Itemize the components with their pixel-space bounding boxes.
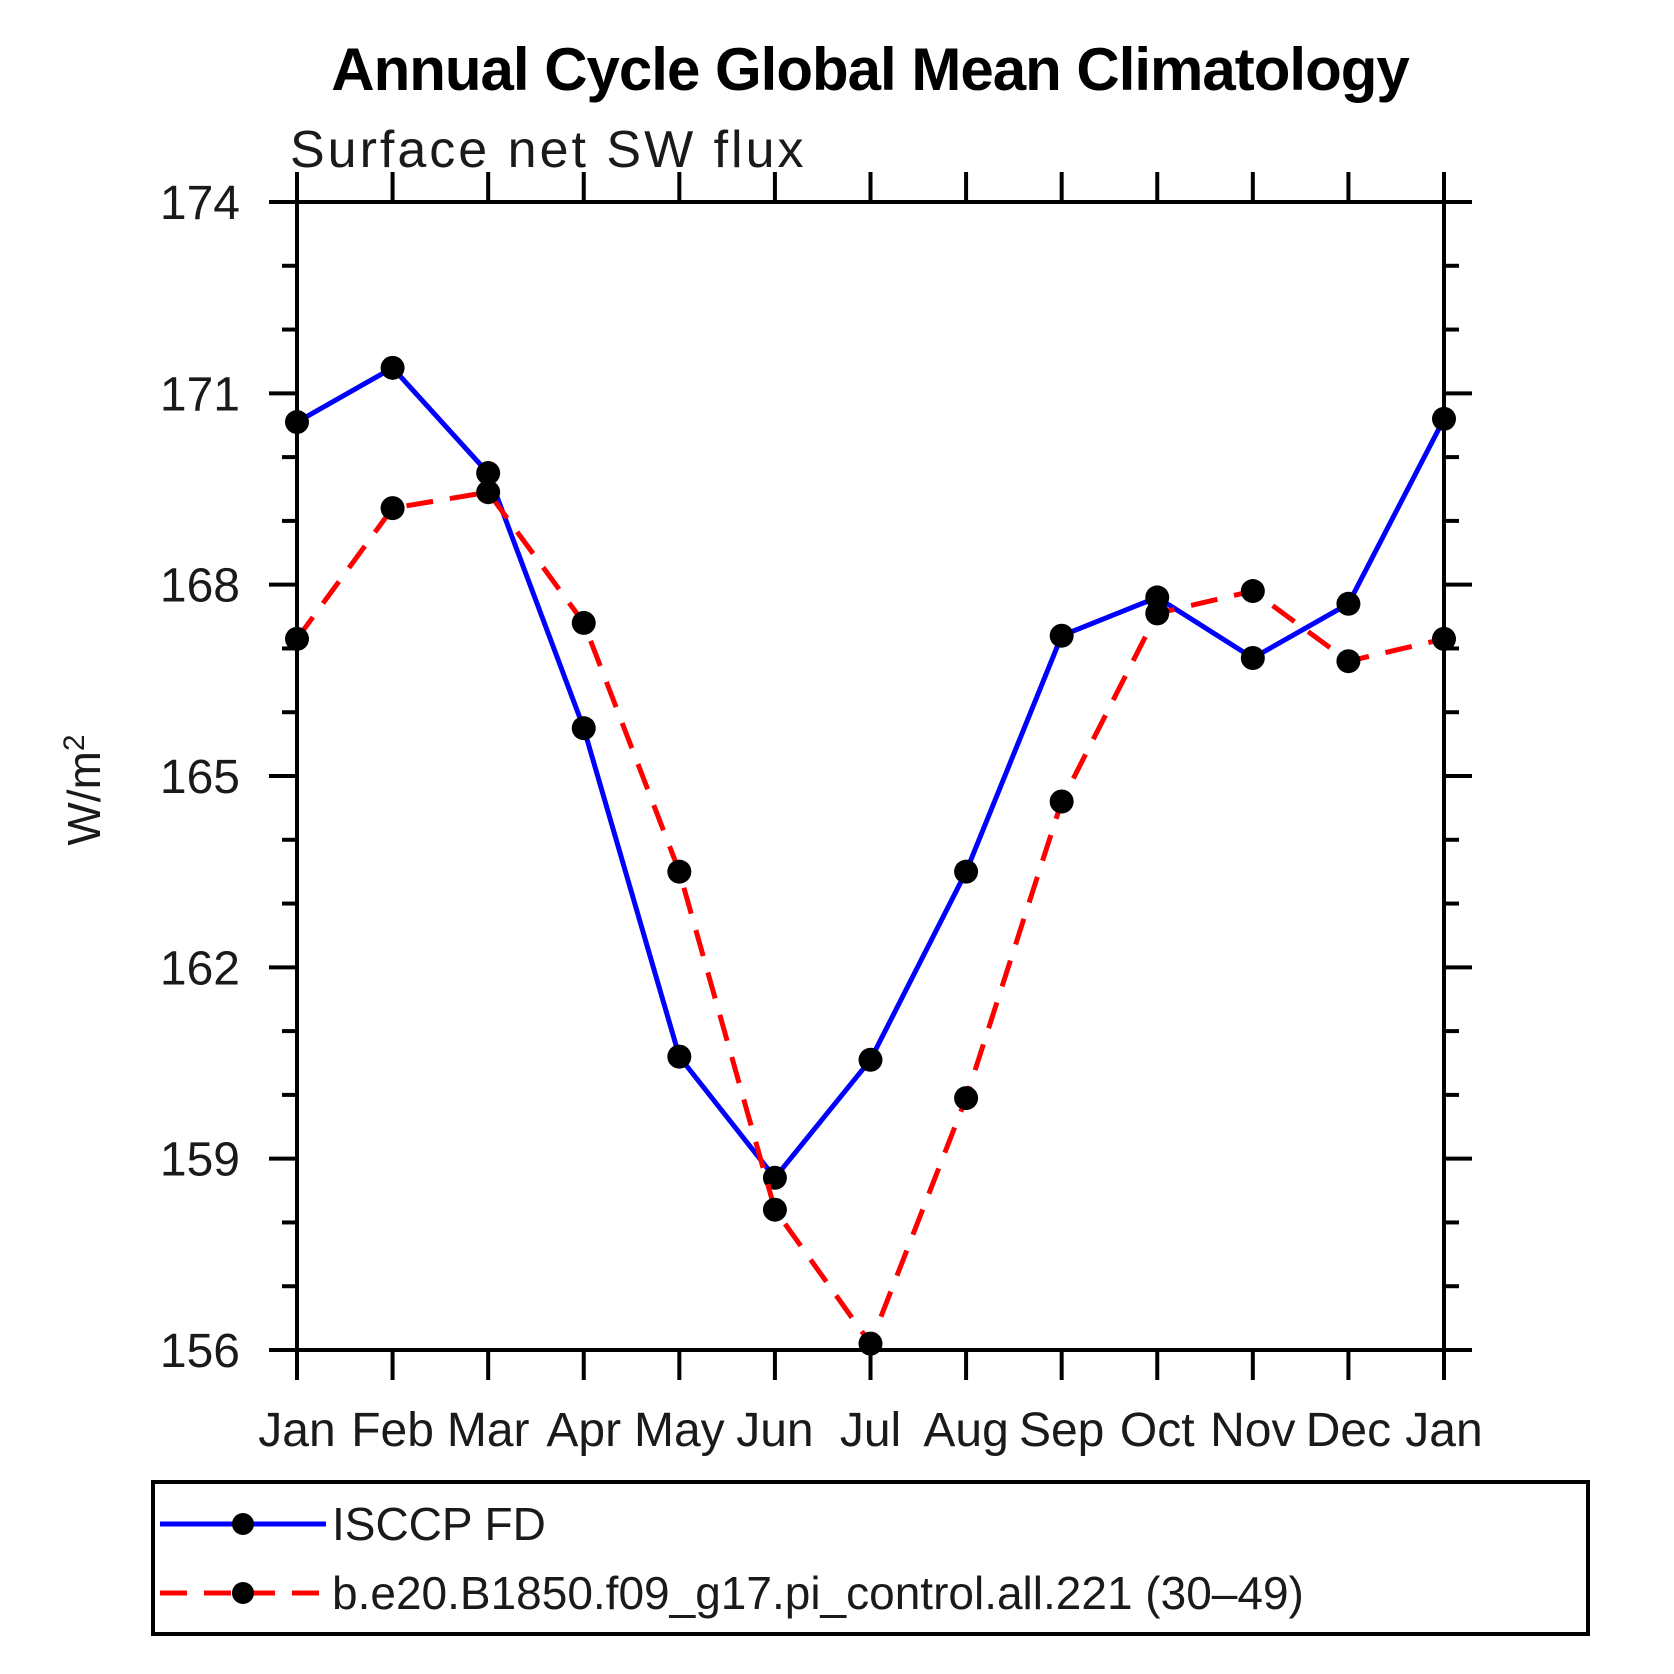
- y-axis-label: W/m2: [58, 734, 110, 845]
- chart-title: Annual Cycle Global Mean Climatology: [331, 36, 1410, 103]
- x-tick-label: May: [634, 1404, 725, 1457]
- data-point-marker: [667, 1044, 692, 1069]
- x-tick-label: Jul: [840, 1404, 901, 1457]
- y-tick-label: 168: [160, 560, 240, 613]
- data-point-marker: [1336, 649, 1361, 674]
- data-point-marker: [285, 626, 309, 651]
- y-axis-label-unit: W/m: [58, 751, 110, 846]
- x-tick-label: Sep: [1019, 1404, 1104, 1457]
- x-tick-label: Mar: [447, 1404, 530, 1457]
- data-point-marker: [1049, 623, 1074, 648]
- data-point-marker: [1240, 579, 1265, 604]
- y-tick-label: 171: [160, 368, 240, 421]
- chart-subtitle: Surface net SW flux: [290, 121, 807, 179]
- x-tick-label: Jan: [1405, 1404, 1482, 1457]
- legend-frame: [151, 1480, 1590, 1636]
- data-point-marker: [571, 716, 596, 741]
- data-point-marker: [762, 1197, 787, 1222]
- x-tick-label: Jan: [258, 1404, 335, 1457]
- data-point-marker: [858, 1331, 883, 1356]
- data-point-marker: [571, 610, 596, 635]
- data-point-marker: [285, 410, 309, 435]
- x-tick-label: Dec: [1306, 1404, 1391, 1457]
- legend-box: ISCCP FD b.e20.B1850.f09_g17.pi_control.a…: [151, 1480, 1590, 1636]
- data-point-marker: [476, 461, 501, 486]
- x-tick-label: Nov: [1210, 1404, 1295, 1457]
- y-tick-label: 159: [160, 1134, 240, 1187]
- x-tick-label: Oct: [1120, 1404, 1195, 1457]
- plot-frame: [295, 200, 1446, 1352]
- x-tick-label: Feb: [351, 1404, 434, 1457]
- y-tick-label: 156: [160, 1325, 240, 1378]
- data-point-marker: [1432, 626, 1456, 651]
- axes-group: 156 159 162 165 168 171 174 Jan Feb Mar Apr May Jun J…: [160, 172, 1483, 1457]
- series-group: [285, 355, 1456, 1356]
- data-point-marker: [954, 859, 979, 884]
- x-tick-label: Aug: [923, 1404, 1008, 1457]
- x-tick-label: Jun: [736, 1404, 813, 1457]
- data-point-marker: [1145, 601, 1170, 626]
- data-point-marker: [476, 480, 501, 505]
- data-point-marker: [1049, 789, 1074, 814]
- data-point-marker: [380, 355, 405, 380]
- legend-label-1: b.e20.B1850.f09_g17.pi_control.all.221 (…: [332, 1567, 1304, 1619]
- data-point-marker: [1240, 646, 1265, 671]
- data-point-marker: [380, 496, 405, 521]
- y-tick-label: 162: [160, 942, 240, 995]
- legend-marker-1: [232, 1582, 254, 1604]
- data-point-marker: [1336, 591, 1361, 616]
- data-point-marker: [1432, 406, 1456, 431]
- y-tick-label: 174: [160, 177, 240, 230]
- x-tick-label: Apr: [546, 1404, 621, 1457]
- legend-marker-0: [232, 1513, 254, 1535]
- series-line-1: [294, 489, 1445, 1349]
- data-point-marker: [954, 1086, 979, 1111]
- data-point-marker: [858, 1047, 883, 1072]
- data-point-marker: [667, 859, 692, 884]
- legend-label-0: ISCCP FD: [332, 1498, 546, 1550]
- y-tick-label: 165: [160, 751, 240, 804]
- y-axis-label-exponent: 2: [58, 734, 91, 751]
